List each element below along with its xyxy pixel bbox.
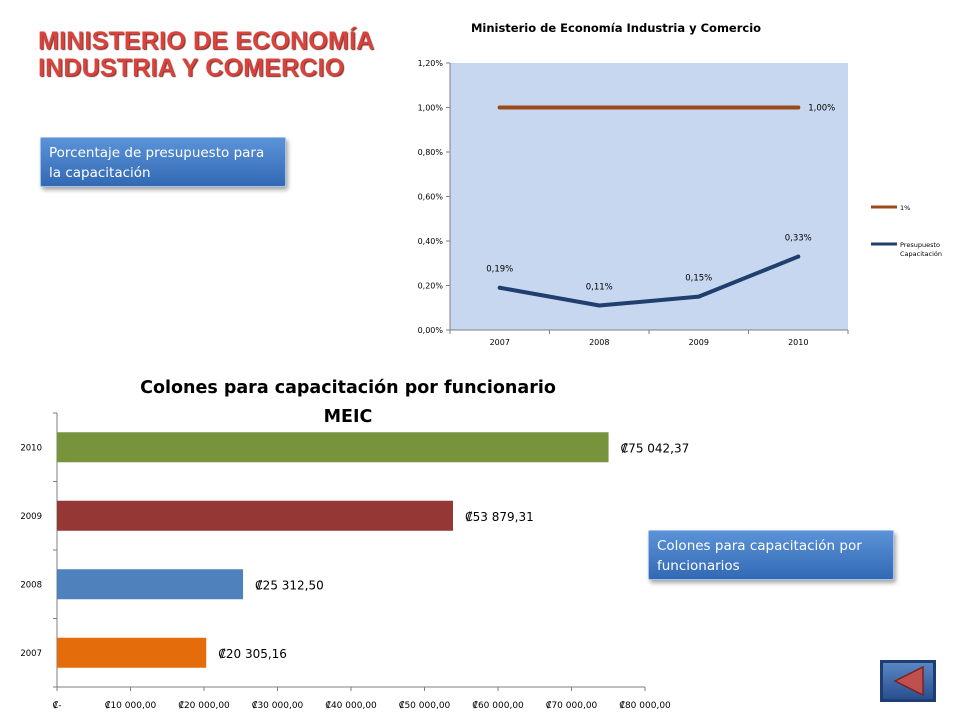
bar-value-label: ₡20 305,16 [218, 647, 287, 661]
x-tick-label: 2007 [490, 338, 510, 347]
series-point [597, 105, 602, 110]
y-category-label: 2007 [20, 649, 42, 659]
y-tick-label: 0,40% [418, 237, 444, 246]
slide-title-line-2: INDUSTRIA Y COMERCIO [38, 54, 345, 82]
data-label: 0,11% [586, 283, 613, 293]
series-point [597, 303, 602, 308]
previous-slide-button[interactable] [880, 660, 936, 702]
data-label: 0,15% [685, 274, 712, 284]
percentage-line-chart: Ministerio de Economía Industria y Comer… [418, 21, 942, 347]
legend-label: 1% [900, 204, 910, 212]
y-category-label: 2010 [20, 443, 42, 453]
slide-title: MINISTERIO DE ECONOMÍA INDUSTRIA Y COMER… [38, 28, 374, 82]
series-point [696, 294, 701, 299]
line-chart-legend: 1% Presupuesto Capacitación [871, 204, 942, 258]
series-line-1 [497, 254, 801, 308]
y-tick-label: 0,80% [418, 148, 444, 157]
triangle-left-icon [893, 665, 924, 697]
bar-2010 [57, 432, 609, 463]
bar-2009 [57, 500, 454, 531]
x-tick-label: ₡30 000,00 [252, 701, 304, 711]
line-chart-plot-area: 0,00% 0,20% 0,40% 0,60% 0,80% 1,00% 1,20% 2007 2… [418, 59, 849, 347]
slide-title-line-1: MINISTERIO DE ECONOMÍA [38, 27, 375, 55]
bar-value-label: ₡75 042,37 [621, 441, 690, 455]
series-point [696, 105, 701, 110]
data-label: 0,19% [486, 265, 513, 275]
y-tick-label: 1,00% [418, 104, 444, 113]
x-tick-label: 2009 [689, 338, 709, 347]
x-tick-label: ₡60 000,00 [472, 701, 524, 711]
colones-bar-chart: Colones para capacitación por funcionari… [20, 378, 690, 711]
y-tick-label: 0,60% [418, 193, 444, 202]
bar-chart-title: Colones para capacitación por funcionari… [140, 378, 556, 427]
series-point [796, 105, 801, 110]
line-chart-title: Ministerio de Economía Industria y Comer… [471, 21, 761, 35]
series-point [796, 254, 801, 259]
data-label: 1,00% [808, 104, 835, 114]
budget-callout: Porcentaje de presupuesto para la capaci… [40, 137, 286, 187]
x-tick-label: 2010 [788, 338, 808, 347]
y-tick-label: 1,20% [418, 59, 444, 68]
x-tick-label: ₡70 000,00 [546, 701, 598, 711]
bar-chart-title-text: Colones para capacitación por funcionari… [140, 378, 556, 427]
series-point [497, 285, 502, 290]
bar-value-label: ₡53 879,31 [465, 510, 534, 524]
colones-callout: Colones para capacitación por funcionari… [648, 530, 894, 580]
x-tick-label: ₡80 000,00 [619, 701, 671, 711]
x-tick-label: 2008 [589, 338, 609, 347]
y-category-label: 2008 [20, 580, 42, 590]
x-tick-label: ₡20 000,00 [178, 701, 230, 711]
data-label: 0,33% [785, 234, 812, 244]
y-tick-label: 0,00% [418, 326, 444, 335]
legend-label: Presupuesto Capacitación [900, 241, 942, 258]
x-tick-label: ₡10 000,00 [105, 701, 157, 711]
y-tick-label: 0,20% [418, 282, 444, 291]
bar-2008 [57, 569, 244, 600]
x-tick-label: ₡50 000,00 [399, 701, 451, 711]
y-category-label: 2009 [20, 512, 42, 522]
bar-2007 [57, 637, 207, 668]
x-tick-label: ₡- [53, 701, 62, 711]
bar-chart-plot-area: 2007 ₡20 305,16 2008 ₡25 312,50 2009 ₡53 879,… [20, 412, 690, 711]
bar-value-label: ₡25 312,50 [255, 578, 324, 592]
x-tick-label: ₡40 000,00 [325, 701, 377, 711]
series-point [497, 105, 502, 110]
